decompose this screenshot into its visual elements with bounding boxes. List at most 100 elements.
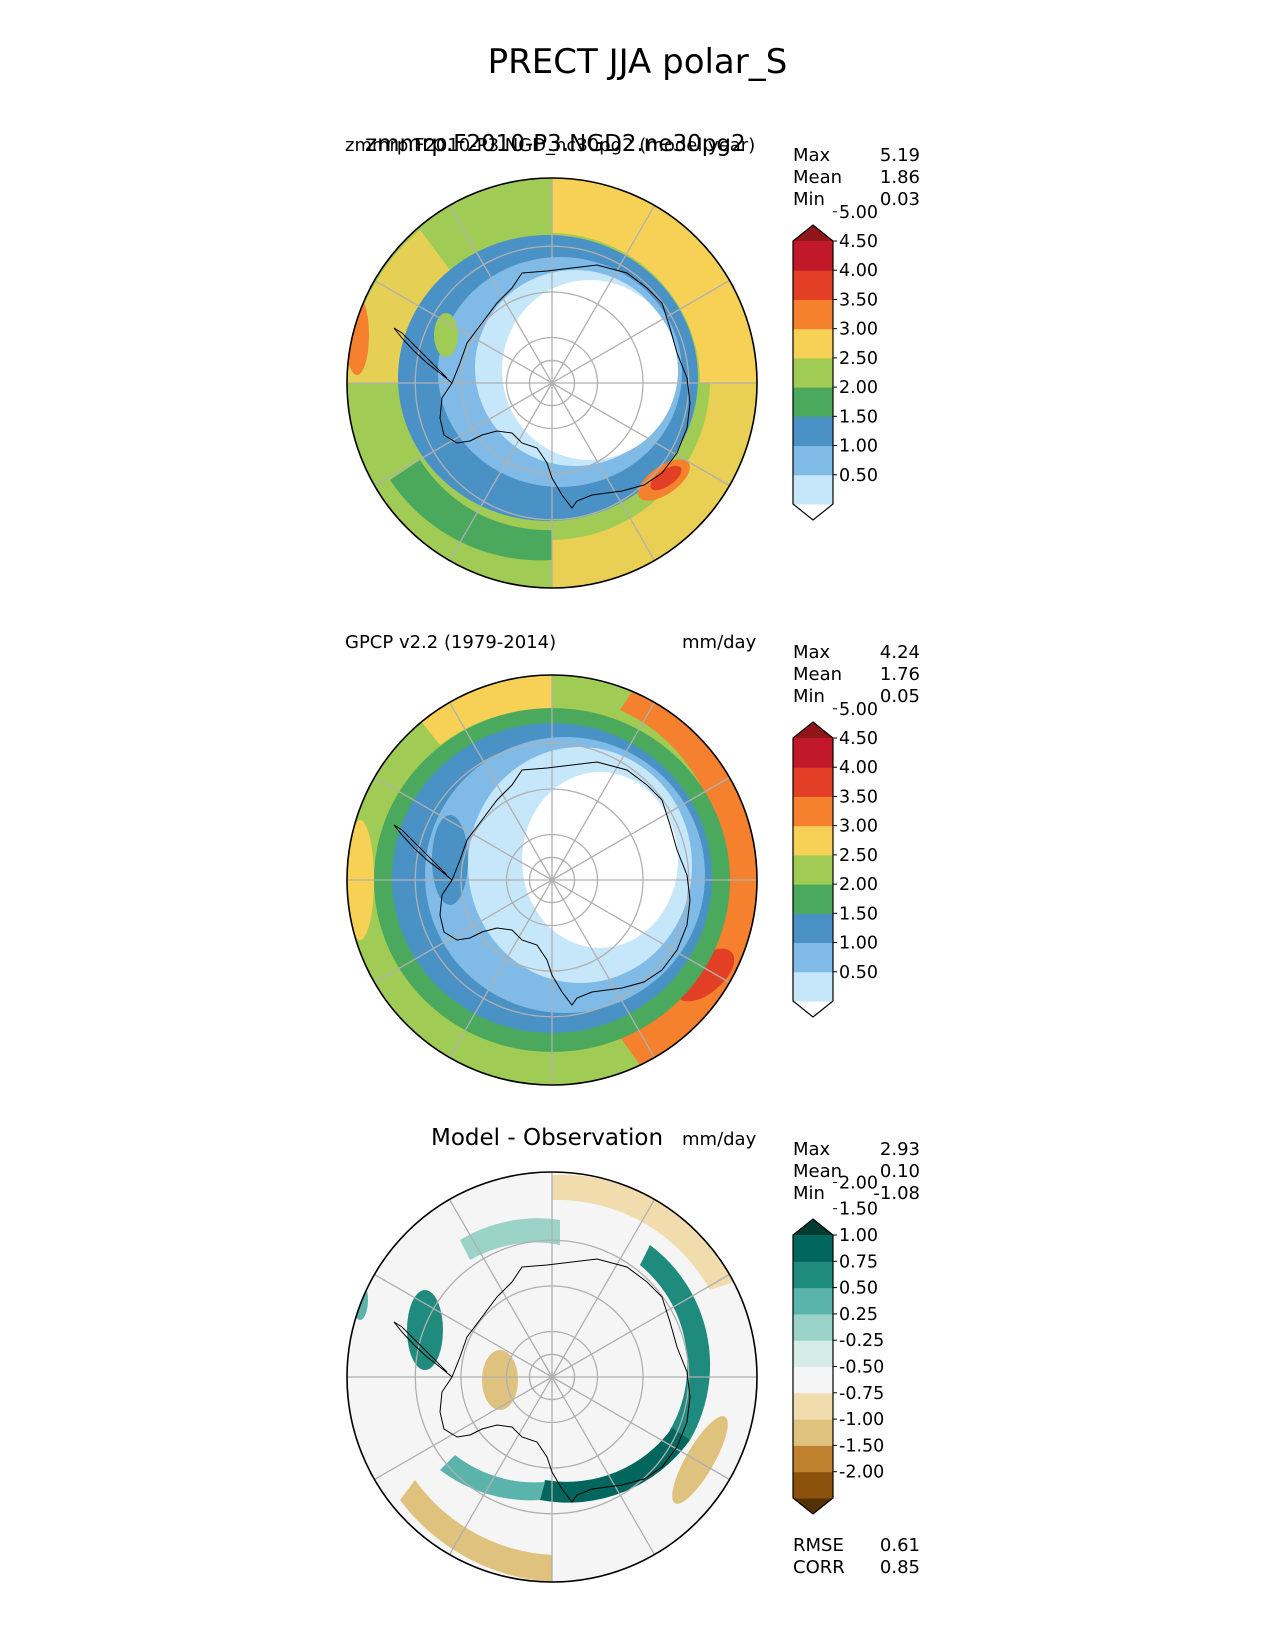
stat-value: 2.93 xyxy=(879,1139,920,1160)
colorbar-tick-label: -0.25 xyxy=(839,1331,884,1351)
colorbar-segment xyxy=(793,738,833,768)
graticule-lon xyxy=(551,879,656,1058)
graticule-lon xyxy=(374,879,553,984)
colorbar-tick-label: 4.50 xyxy=(839,729,878,749)
colorbar-tick-label: 2.00 xyxy=(839,875,878,895)
colorbar-segment xyxy=(793,328,833,359)
colorbar-tick-label: 2.00 xyxy=(839,1173,878,1193)
field-patch xyxy=(675,948,735,1002)
figure-title: PRECT JJA polar_S xyxy=(487,42,788,82)
colorbar: -2.00 -1.50 -1.00 -0.75 -0.50 -0.25 0.25 0.50 0.… xyxy=(792,1173,884,1515)
stat-value: 0.10 xyxy=(879,1161,920,1182)
colorbar-tick-label: 1.00 xyxy=(839,1226,878,1246)
colorbar-segment xyxy=(793,445,833,476)
colorbar: 0.50 1.00 1.50 2.00 2.50 3.00 3.50 4.00 4.50 5.00 xyxy=(792,203,878,521)
graticule-lon xyxy=(448,1199,553,1378)
coastline xyxy=(393,824,453,881)
field-patch xyxy=(400,1480,552,1582)
colorbar-tick-label: -0.75 xyxy=(839,1384,884,1404)
graticule-lon xyxy=(448,879,553,1058)
colorbar-segment xyxy=(793,942,833,973)
field-contour xyxy=(502,280,678,460)
coastline xyxy=(439,761,691,1006)
graticule-lon xyxy=(374,1376,553,1481)
graticule-lon xyxy=(551,1376,730,1481)
graticule-lon xyxy=(374,776,553,881)
colorbar-segment xyxy=(793,767,833,797)
field-patch xyxy=(407,1290,443,1370)
colorbar-tick-label: 2.50 xyxy=(839,349,878,369)
graticule-lon xyxy=(551,205,656,384)
stat-value: 0.03 xyxy=(879,189,920,210)
colorbar-tick-label: 1.50 xyxy=(839,904,878,924)
field-patch xyxy=(540,1428,690,1503)
field-patch xyxy=(552,383,757,588)
field-patch xyxy=(347,230,450,383)
stat-value: 1.86 xyxy=(879,167,920,188)
stat-label: Mean xyxy=(793,1161,843,1182)
colorbar-segment xyxy=(793,357,833,388)
colorbar-tick-label: 5.00 xyxy=(839,203,878,223)
graticule-lon xyxy=(551,702,656,881)
colorbar-segment xyxy=(793,387,833,417)
colorbar-segment xyxy=(793,1340,833,1367)
colorbar-segment xyxy=(793,1471,833,1499)
stat-label: Max xyxy=(793,642,831,663)
colorbar-segment xyxy=(793,1419,833,1446)
graticule-lon xyxy=(551,776,730,881)
stat-value: 5.19 xyxy=(879,145,920,166)
panel-model-title-overlap: zmmrp.F2010-P3.NGD_nc30pg2 (model year) xyxy=(345,135,756,156)
colorbar-segment xyxy=(793,416,833,447)
colorbar-segment xyxy=(793,1287,833,1315)
colorbar-segment xyxy=(793,825,833,856)
stat-label: Mean xyxy=(793,664,843,685)
graticule-lon xyxy=(448,205,553,384)
stat-label: Min xyxy=(793,189,825,210)
colorbar-segment xyxy=(793,1313,833,1341)
colorbar-tick-label: 2.00 xyxy=(839,378,878,398)
graticule-lon xyxy=(374,1273,553,1378)
graticule-lon xyxy=(374,279,553,384)
colorbar-tick-label: 3.00 xyxy=(839,320,878,340)
map-frame xyxy=(346,1171,758,1583)
stat-label: Max xyxy=(793,1139,831,1160)
stat-value: 4.24 xyxy=(879,642,920,663)
graticule-lon xyxy=(551,382,656,561)
colorbar-extend-high xyxy=(793,225,833,241)
map-overlay xyxy=(346,674,758,1086)
colorbar-segment xyxy=(793,1445,833,1473)
colorbar-tick-label: -0.50 xyxy=(839,1358,884,1378)
field-patch xyxy=(460,1218,560,1260)
corr-value: 0.85 xyxy=(879,1557,920,1578)
colorbar-segment xyxy=(793,1392,833,1420)
colorbar-tick-label: 3.50 xyxy=(839,290,878,310)
map-frame xyxy=(346,674,758,1086)
colorbar-segment xyxy=(793,1366,833,1394)
colorbar-segment xyxy=(793,1261,833,1289)
field-patch xyxy=(552,1174,740,1290)
colorbar-extend-low xyxy=(793,504,833,520)
colorbar-tick-label: 1.00 xyxy=(839,934,878,954)
field-patch xyxy=(650,465,682,491)
colorbar-tick-label: 1.50 xyxy=(839,407,878,427)
colorbar-extend-high xyxy=(793,1219,833,1235)
stat-label: Max xyxy=(793,145,831,166)
graticule-lon xyxy=(551,382,730,487)
field-patch xyxy=(352,1280,368,1320)
colorbar-tick-label: 0.50 xyxy=(839,963,878,983)
colorbar-segment xyxy=(793,854,833,885)
colorbar-segment xyxy=(793,884,833,914)
stat-label: Mean xyxy=(793,167,843,188)
field-contour xyxy=(522,772,678,948)
field-patch xyxy=(620,680,757,880)
field-patch xyxy=(390,460,552,561)
colorbar-tick-label: 4.00 xyxy=(839,758,878,778)
colorbar: 0.50 1.00 1.50 2.00 2.50 3.00 3.50 4.00 4.50 5.00 xyxy=(792,700,878,1018)
colorbar-tick-label: -1.00 xyxy=(839,1410,884,1430)
panel-diff-units: mm/day xyxy=(682,1129,757,1150)
panel-diff-title: Model - Observation xyxy=(431,1125,664,1151)
panel-model-title: zmmrp.F2010-P3.NGD2.ne30pg2 xyxy=(365,131,746,157)
graticule-lon xyxy=(551,279,730,384)
colorbar-extend-high xyxy=(793,722,833,738)
graticule-lon xyxy=(551,1273,730,1378)
